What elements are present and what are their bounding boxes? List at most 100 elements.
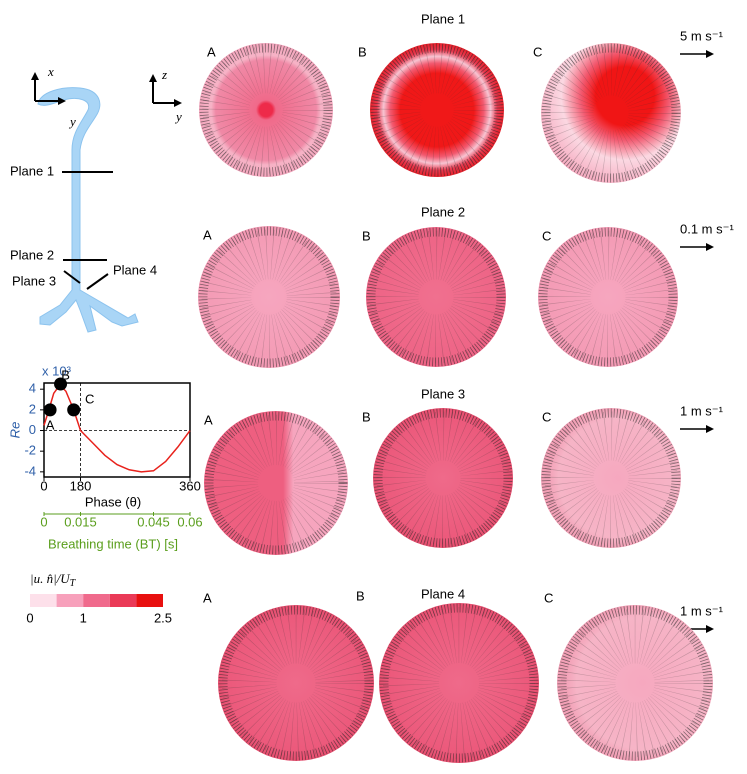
vector-texture — [218, 605, 374, 761]
vector-texture — [541, 230, 675, 364]
flow-disk — [538, 227, 678, 367]
vector-texture — [373, 46, 501, 174]
colorbar-label-text: |u. n̂|/U — [30, 571, 71, 586]
panel-letter: B — [362, 228, 371, 243]
vector-texture — [544, 46, 678, 180]
panel-letter: B — [362, 409, 371, 424]
colorbar-swatch — [109, 594, 137, 607]
vector-texture — [199, 43, 333, 177]
vector-texture — [541, 43, 681, 183]
x-tick-label: 0 — [40, 514, 47, 529]
scale-arrowhead — [706, 625, 714, 633]
colorbar-tick-label: 0 — [26, 610, 33, 625]
colorbar-swatch — [56, 594, 84, 607]
velocity-scale: 5 m s⁻¹ — [680, 28, 724, 43]
x-axis-label: Breathing time (BT) [s] — [48, 536, 178, 551]
vector-texture — [366, 227, 506, 367]
flow-disk — [370, 43, 504, 177]
vector-texture — [560, 608, 710, 758]
plane-label: Plane 3 — [12, 273, 56, 288]
axis-label: x — [47, 64, 54, 79]
x2-axis-label: Phase (θ) — [85, 494, 141, 509]
vector-texture — [544, 411, 678, 545]
vector-texture — [370, 43, 504, 177]
phase-point-label: A — [46, 417, 55, 432]
colorbar-swatch — [136, 594, 163, 607]
y-tick-label: 4 — [29, 381, 36, 396]
flow-disk — [557, 605, 713, 761]
line — [43, 383, 191, 473]
axis-label: y — [68, 114, 76, 129]
panel-letter: A — [204, 412, 213, 427]
x2-tick-label: 360 — [179, 478, 201, 493]
plane-label: Plane 2 — [10, 247, 54, 262]
plot-frame — [43, 382, 191, 478]
plane-title: Plane 4 — [421, 586, 465, 601]
flow-disk — [541, 408, 681, 548]
scale-arrowhead — [706, 243, 714, 251]
flow-disk — [204, 411, 348, 555]
flow-disk — [379, 603, 539, 763]
velocity-scale: 0.1 m s⁻¹ — [680, 221, 734, 236]
vector-texture — [201, 229, 337, 365]
axis-label: z — [161, 67, 167, 82]
flow-disk — [541, 43, 681, 183]
flow-disk — [366, 227, 506, 367]
x-tick-label: 0.06 — [177, 514, 202, 529]
plane-label: Plane 4 — [113, 262, 157, 277]
panel-letter: A — [203, 227, 212, 242]
flow-disk — [199, 43, 333, 177]
airway-model — [31, 72, 182, 333]
vector-texture — [198, 226, 340, 368]
vector-texture — [379, 603, 539, 763]
plane-title: Plane 1 — [421, 11, 465, 26]
panel-letter: C — [544, 590, 553, 605]
y-tick-label: 0 — [29, 422, 36, 437]
y-tick-label: -2 — [24, 443, 36, 458]
phase-point — [67, 403, 81, 417]
panel-letter: B — [356, 588, 365, 603]
vector-texture — [202, 46, 330, 174]
colorbar-label-sub: T — [70, 578, 77, 589]
vector-texture — [376, 411, 510, 545]
panel-letter: B — [358, 44, 367, 59]
y-exponent: x 10³ — [42, 363, 72, 378]
panel-letter: C — [542, 409, 551, 424]
colorbar-swatch — [83, 594, 110, 607]
phase-point — [43, 403, 57, 417]
flow-disk — [218, 605, 374, 761]
panel-letter: A — [207, 44, 216, 59]
colorbar-label: |u. n̂|/UT — [30, 571, 77, 589]
vector-texture — [204, 411, 348, 555]
panel-letter: C — [542, 228, 551, 243]
vector-texture — [369, 230, 503, 364]
phase-point — [54, 377, 68, 391]
phase-point-label: B — [61, 367, 70, 382]
x-tick-label: 0.015 — [64, 514, 97, 529]
colorbar-swatch — [30, 594, 57, 607]
x2-tick-label: 180 — [70, 478, 92, 493]
y-tick-label: -4 — [24, 463, 36, 478]
vector-texture — [373, 408, 513, 548]
scale-arrowhead — [706, 50, 714, 58]
panel-letter: C — [533, 44, 542, 59]
scale-arrowhead — [706, 425, 714, 433]
flow-disk — [198, 226, 340, 368]
phase-point-label: C — [85, 391, 94, 406]
panel-letter: A — [203, 590, 212, 605]
vector-texture — [541, 408, 681, 548]
vector-texture — [221, 608, 371, 758]
plane-title: Plane 3 — [421, 386, 465, 401]
x-tick-label: 0.045 — [137, 514, 170, 529]
plane-label: Plane 1 — [10, 163, 54, 178]
vector-texture — [383, 607, 535, 759]
y-tick-label: 2 — [29, 401, 36, 416]
x2-tick-label: 0 — [40, 478, 47, 493]
axis-label: y — [174, 109, 182, 124]
velocity-scale: 1 m s⁻¹ — [680, 603, 724, 618]
vector-texture — [207, 414, 345, 552]
plane-title: Plane 2 — [421, 204, 465, 219]
y-axis-label: Re — [7, 422, 22, 439]
colorbar-tick-label: 1 — [80, 610, 87, 625]
